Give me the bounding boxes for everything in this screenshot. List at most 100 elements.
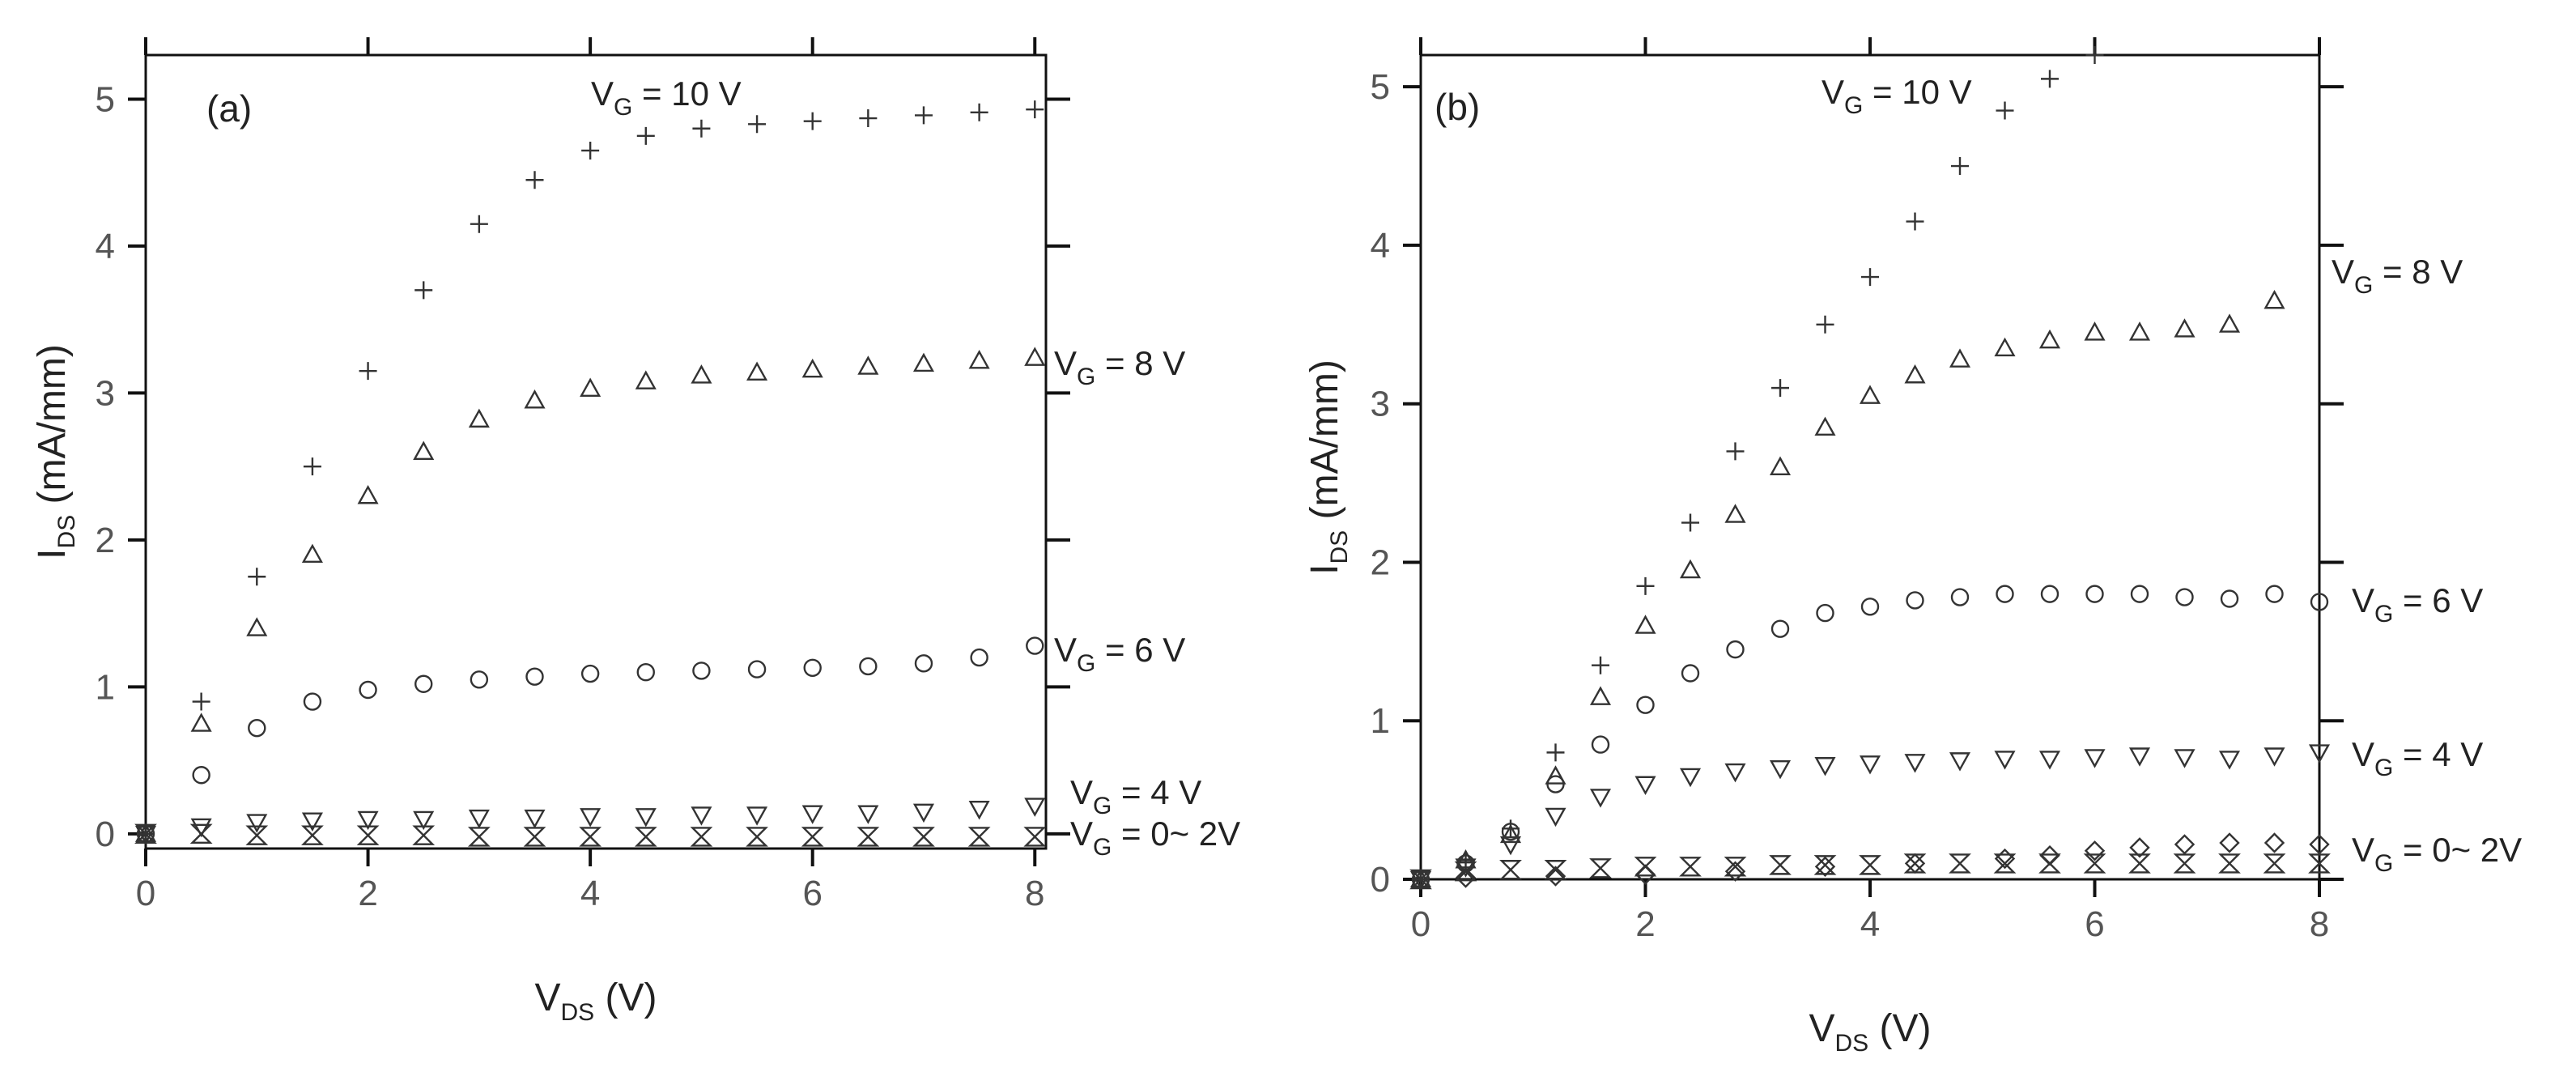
panel-a-point-triangle-down — [968, 801, 990, 820]
panel-b-point-plus — [1861, 268, 1879, 287]
panel-b-point-plus — [1816, 315, 1834, 334]
panel-b-series-label-3: VG = 4 V — [2352, 735, 2483, 781]
panel-b-point-hourglass — [2083, 853, 2106, 874]
panel-a-point-triangle-up — [468, 408, 490, 428]
panel-b-point-triangle-down — [1859, 755, 1881, 775]
panel-a-point-hourglass — [523, 827, 546, 847]
panel-a-point-plus — [581, 141, 600, 160]
panel-a-series-label-3-rest: = 4 V — [1112, 773, 1201, 811]
panel-b-point-triangle-up — [1859, 385, 1881, 404]
panel-a-point-circle — [747, 660, 767, 679]
panel-a-y-tick-label: 3 — [96, 373, 115, 413]
panel-b-point-triangle-down — [2264, 747, 2285, 767]
panel-b-x-axis-title-sub: DS — [1835, 1030, 1869, 1057]
panel-b-point-circle — [1546, 775, 1565, 793]
panel-a-point-hourglass — [857, 827, 880, 847]
panel-a-series-label-1-sub: G — [1077, 364, 1095, 390]
panel-b-point-circle — [1860, 598, 1880, 616]
panel-b-point-plus — [1681, 513, 1699, 532]
panel-a-y-axis-title: IDS (mA/mm) — [31, 344, 80, 559]
panel-a-y-axis-title-rest: (mA/mm) — [31, 344, 74, 515]
panel-b-point-circle — [1906, 591, 1924, 610]
panel-b-point-circle — [1501, 823, 1520, 841]
panel-b-series-label-2: VG = 6 V — [2352, 581, 2483, 627]
panel-a-point-triangle-up — [691, 364, 712, 384]
panel-b-point-diamond — [2264, 832, 2285, 853]
panel-b-point-plus — [1996, 101, 2014, 120]
panel-b-point-hourglass — [1903, 853, 1927, 874]
panel-a-point-circle — [580, 664, 600, 683]
panel-b-point-diamond — [1545, 866, 1566, 887]
panel-b-point-triangle-up — [1769, 456, 1792, 475]
panel-a-point-triangle-down — [746, 806, 768, 826]
panel-b-y-axis-title-sub: DS — [1326, 530, 1353, 564]
panel-a-point-plus — [970, 103, 988, 121]
panel-b-series-label-0: VG = 10 V — [1821, 73, 1972, 119]
panel-a-point-triangle-up — [246, 617, 268, 636]
panel-b-point-triangle-down — [2038, 751, 2061, 770]
panel-b-point-hourglass — [1949, 853, 1971, 874]
panel-a-point-circle — [470, 670, 489, 689]
panel-b-x-axis-title-rest: (V) — [1868, 1007, 1931, 1050]
panel-b-point-triangle-up — [1724, 504, 1746, 523]
panel-b-y-tick-label: 1 — [1371, 701, 1390, 741]
panel-a-series-label-2-rest: = 6 V — [1095, 631, 1185, 669]
panel-b-series-label-2-sub: G — [2374, 601, 2393, 627]
panel-a-point-hourglass — [1023, 827, 1047, 847]
panel-b-point-triangle-down — [1679, 768, 1702, 788]
panel-b-point-circle — [2040, 585, 2060, 603]
panel-b-point-circle — [2085, 585, 2104, 603]
panel-b-point-diamond — [1904, 853, 1926, 874]
panel-b-x-axis-title-main: V — [1809, 1007, 1834, 1050]
panel-a-point-plus — [748, 115, 767, 134]
panel-b-point-diamond — [1724, 861, 1746, 882]
panel-a-x-tick-label: 2 — [358, 874, 377, 913]
panel-b-label: (b) — [1435, 86, 1480, 128]
panel-b-point-triangle-up — [1499, 823, 1522, 844]
panel-a-series-1 — [134, 347, 1046, 842]
panel-a-x-tick-label: 8 — [1025, 874, 1044, 913]
panel-b-series-label-1-rest: = 8 V — [2373, 253, 2463, 291]
panel-b-y-axis-title-rest: (mA/mm) — [1303, 359, 1346, 530]
panel-a-point-circle — [192, 766, 210, 785]
panel-b-series-label-0-main: V — [1821, 73, 1844, 111]
panel-a-series-label-4-main: V — [1070, 815, 1093, 853]
panel-b-x-tick-label: 2 — [1635, 904, 1655, 944]
panel-b-y-axis-title-main: I — [1303, 564, 1346, 574]
panel-a-y-tick-label: 2 — [96, 521, 115, 560]
panel-b-series-label-4-sub: G — [2374, 850, 2393, 877]
panel-a-point-hourglass — [134, 823, 157, 844]
panel-b-series-label-1-sub: G — [2354, 272, 2373, 299]
panel-b-x-tick-label: 8 — [2310, 904, 2329, 944]
panel-b-point-triangle-down — [2174, 749, 2196, 768]
panel-b-point-triangle-down — [1545, 807, 1566, 827]
panel-a-y-axis-title-sub: DS — [53, 515, 80, 549]
panel-a-series-label-2: VG = 6 V — [1054, 631, 1185, 677]
panel-b-point-plus — [1906, 212, 1924, 231]
panel-a-y-tick-label: 1 — [96, 667, 115, 707]
panel-a-series-label-0: VG = 10 V — [591, 74, 742, 121]
panel-a-point-triangle-down — [524, 809, 546, 829]
panel-b-point-triangle-down — [1634, 776, 1656, 796]
panel-b-point-hourglass — [1454, 861, 1477, 882]
panel-a-point-triangle-down — [413, 810, 435, 831]
panel-b-point-triangle-up — [1589, 686, 1612, 705]
panel-b-point-plus — [1726, 442, 1745, 461]
panel-a-series-label-4-sub: G — [1093, 834, 1112, 861]
panel-b-point-diamond — [2084, 840, 2106, 861]
panel-b-point-triangle-up — [1814, 416, 1836, 436]
panel-b-point-hourglass — [1679, 857, 1702, 877]
panel-a-series-label-3-sub: G — [1093, 793, 1112, 819]
panel-a-series-4 — [134, 823, 1047, 847]
panel-b-series-2 — [1411, 585, 2329, 889]
panel-a-point-triangle-down — [134, 825, 157, 845]
panel-a-point-plus — [525, 171, 544, 189]
panel-b-y-tick-label: 3 — [1371, 385, 1390, 424]
panel-b-y-axis-title: IDS (mA/mm) — [1303, 359, 1353, 575]
panel-a-point-triangle-up — [857, 355, 879, 375]
panel-b-point-hourglass — [1769, 855, 1792, 875]
panel-a-y-tick-label: 0 — [96, 815, 115, 854]
panel-a-point-plus — [192, 692, 210, 711]
panel-a-point-triangle-down — [580, 808, 601, 827]
panel-a-point-triangle-down — [912, 803, 935, 823]
